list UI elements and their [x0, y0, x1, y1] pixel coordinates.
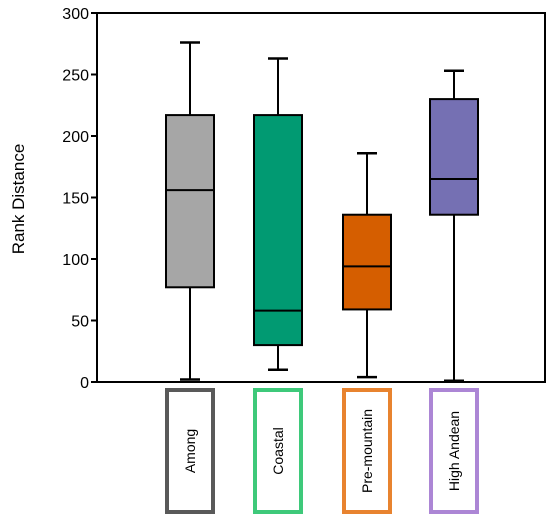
category-label-box: [165, 388, 215, 514]
category-label: High Andean: [446, 411, 462, 491]
box-pre-mountain: [342, 213, 392, 311]
y-tick-label: 150: [62, 191, 89, 208]
category-label: Among: [182, 429, 198, 473]
y-tick-label: 100: [62, 252, 89, 269]
y-tick-label: 50: [71, 314, 89, 331]
y-tick-label: 0: [80, 375, 89, 392]
box-among: [165, 114, 215, 289]
y-axis-label: Rank Distance: [9, 144, 28, 255]
category-label-box: [342, 388, 392, 514]
y-tick-label: 300: [62, 6, 89, 23]
plot-area: 0 50 100 150 200 250 300 Among Coastal Pre-mounta…: [62, 6, 546, 514]
category-label-box: [253, 388, 303, 514]
box-high-andean: [429, 98, 479, 216]
y-tick-label: 250: [62, 68, 89, 85]
category-label: Pre-mountain: [359, 409, 375, 493]
y-tick-label: 200: [62, 129, 89, 146]
category-label-box: [429, 388, 479, 514]
box-coastal: [253, 114, 303, 347]
category-label: Coastal: [270, 427, 286, 474]
